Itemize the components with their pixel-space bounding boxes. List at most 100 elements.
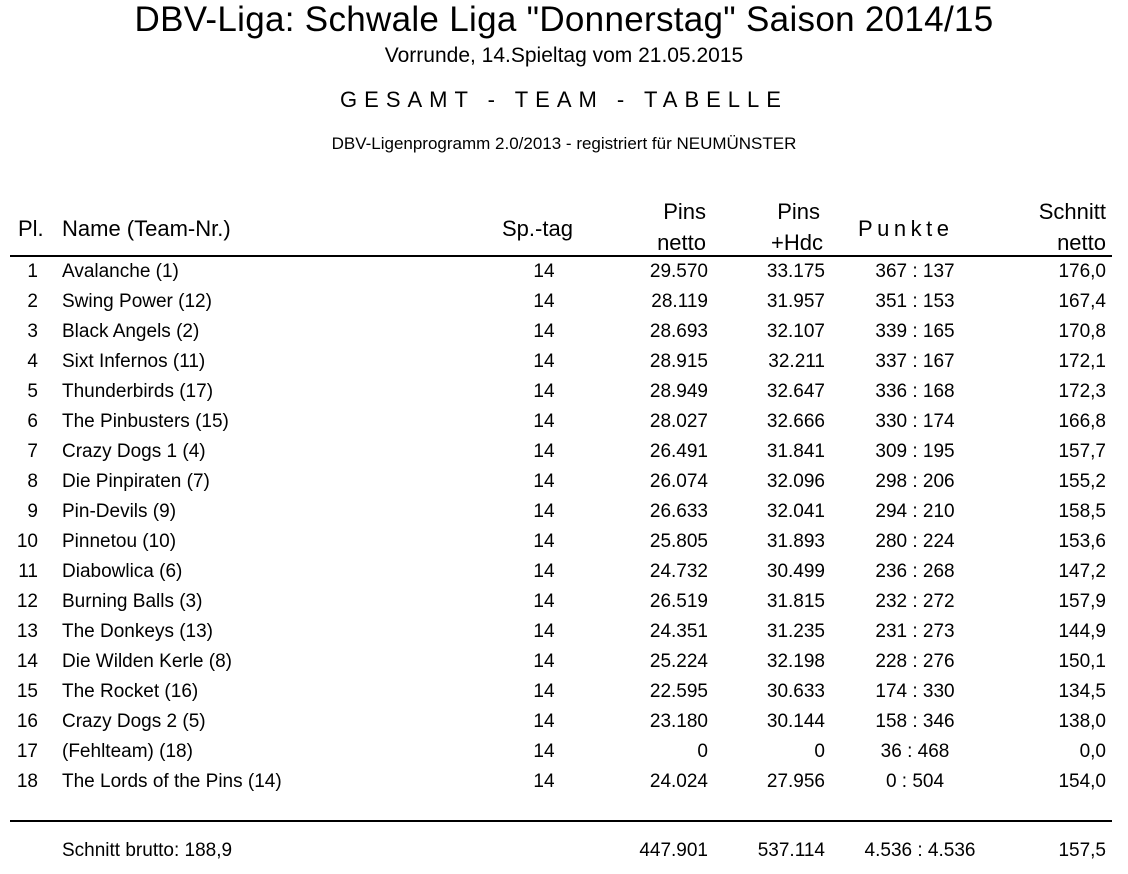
punkte-cell: 228 : 276 [875, 651, 955, 672]
team-name-cell: The Rocket (16) [62, 681, 199, 702]
table-row: 3 Black Angels (2) 14 28.693 32.107 339 : 165… [0, 317, 1128, 347]
header-punkte: Punkte [858, 216, 954, 241]
footer-divider [10, 820, 1112, 822]
team-name-cell: Crazy Dogs 1 (4) [62, 441, 206, 462]
spieltag-cell: 14 [533, 471, 555, 492]
schnitt-cell: 167,4 [1058, 291, 1106, 312]
team-name-cell: Sixt Infernos (11) [62, 351, 206, 372]
team-name-cell: The Lords of the Pins (14) [62, 771, 282, 792]
table-row: 5 Thunderbirds (17) 14 28.949 32.647 336 : 16… [0, 377, 1128, 407]
rank-cell: 12 [16, 591, 38, 612]
standings-table-body: 1 Avalanche (1) 14 29.570 33.175 367 : 137 176… [0, 257, 1128, 797]
spieltag-cell: 14 [533, 741, 555, 762]
header-pins-hdc-line2: +Hdc [771, 230, 823, 255]
table-row: 18 The Lords of the Pins (14) 14 24.024 27.9… [0, 767, 1128, 797]
pins-netto-cell: 26.633 [649, 501, 708, 522]
schnitt-cell: 155,2 [1058, 471, 1106, 492]
schnitt-cell: 134,5 [1058, 681, 1106, 702]
pins-netto-cell: 22.595 [649, 681, 708, 702]
team-name-cell: Black Angels (2) [62, 321, 200, 342]
pins-hdc-cell: 32.041 [766, 501, 825, 522]
team-name-cell: Swing Power (12) [62, 291, 212, 312]
spieltag-cell: 14 [533, 441, 555, 462]
rank-cell: 4 [27, 351, 38, 372]
spieltag-cell: 14 [533, 681, 555, 702]
program-info: DBV-Ligenprogramm 2.0/2013 - registriert… [331, 134, 797, 153]
footer-pins-netto: 447.901 [639, 840, 708, 861]
team-name-cell: The Donkeys (13) [62, 621, 214, 642]
schnitt-cell: 138,0 [1058, 711, 1106, 732]
team-name-cell: Diabowlica (6) [62, 561, 183, 582]
rank-cell: 14 [16, 651, 38, 672]
header-pins-hdc-line1: Pins [777, 199, 820, 224]
header-schnitt-line2: netto [1057, 230, 1106, 255]
schnitt-cell: 150,1 [1058, 651, 1106, 672]
pins-netto-cell: 26.074 [649, 471, 708, 492]
rank-cell: 13 [16, 621, 38, 642]
team-name-cell: Avalanche (1) [62, 261, 179, 282]
table-row: 4 Sixt Infernos (11) 14 28.915 32.211 337 : 1… [0, 347, 1128, 377]
rank-cell: 1 [27, 261, 38, 282]
pins-hdc-cell: 32.211 [768, 351, 825, 372]
pins-hdc-cell: 32.198 [766, 651, 825, 672]
footer-pins-hdc: 537.114 [757, 840, 825, 861]
punkte-cell: 236 : 268 [875, 561, 955, 582]
rank-cell: 3 [27, 321, 38, 342]
schnitt-cell: 172,3 [1058, 381, 1106, 402]
punkte-cell: 337 : 167 [875, 351, 955, 372]
pins-netto-cell: 28.119 [651, 291, 708, 312]
punkte-cell: 294 : 210 [875, 501, 955, 522]
table-row: 13 The Donkeys (13) 14 24.351 31.235 231 : 27… [0, 617, 1128, 647]
schnitt-cell: 157,9 [1058, 591, 1106, 612]
schnitt-cell: 158,5 [1058, 501, 1106, 522]
rank-cell: 9 [27, 501, 38, 522]
punkte-cell: 231 : 273 [875, 621, 955, 642]
footer-schnitt-brutto: Schnitt brutto: 188,9 [62, 840, 233, 861]
pins-netto-cell: 24.732 [649, 561, 708, 582]
spieltag-cell: 14 [533, 591, 555, 612]
table-row: 16 Crazy Dogs 2 (5) 14 23.180 30.144 158 : 34… [0, 707, 1128, 737]
table-row: 1 Avalanche (1) 14 29.570 33.175 367 : 137 176… [0, 257, 1128, 287]
spieltag-cell: 14 [533, 771, 555, 792]
spieltag-cell: 14 [533, 351, 555, 372]
pins-hdc-cell: 31.893 [766, 531, 825, 552]
rank-cell: 16 [16, 711, 38, 732]
pins-netto-cell: 28.693 [649, 321, 708, 342]
schnitt-cell: 166,8 [1058, 411, 1106, 432]
pins-hdc-cell: 32.107 [766, 321, 825, 342]
pins-hdc-cell: 31.957 [766, 291, 825, 312]
spieltag-cell: 14 [533, 381, 555, 402]
table-row: 14 Die Wilden Kerle (8) 14 25.224 32.198 228 … [0, 647, 1128, 677]
punkte-cell: 232 : 272 [875, 591, 955, 612]
spieltag-cell: 14 [533, 261, 555, 282]
pins-hdc-cell: 33.175 [766, 261, 825, 282]
table-row: 2 Swing Power (12) 14 28.119 31.957 351 : 153… [0, 287, 1128, 317]
pins-netto-cell: 25.805 [649, 531, 708, 552]
punkte-cell: 174 : 330 [875, 681, 955, 702]
page-title: DBV-Liga: Schwale Liga "Donnerstag" Sais… [134, 0, 994, 39]
punkte-cell: 309 : 195 [875, 441, 955, 462]
rank-cell: 2 [27, 291, 38, 312]
punkte-cell: 280 : 224 [875, 531, 955, 552]
punkte-cell: 158 : 346 [875, 711, 955, 732]
team-name-cell: The Pinbusters (15) [62, 411, 229, 432]
pins-netto-cell: 28.027 [649, 411, 708, 432]
punkte-cell: 367 : 137 [875, 261, 955, 282]
header-pins-netto-line1: Pins [663, 199, 706, 224]
schnitt-cell: 172,1 [1058, 351, 1106, 372]
pins-hdc-cell: 31.815 [766, 591, 825, 612]
pins-hdc-cell: 31.841 [766, 441, 825, 462]
spieltag-cell: 14 [533, 501, 555, 522]
schnitt-cell: 0,0 [1079, 741, 1106, 762]
schnitt-cell: 176,0 [1058, 261, 1106, 282]
pins-hdc-cell: 32.647 [766, 381, 825, 402]
spieltag-cell: 14 [533, 291, 555, 312]
table-row: 8 Die Pinpiraten (7) 14 26.074 32.096 298 : 2… [0, 467, 1128, 497]
table-row: 10 Pinnetou (10) 14 25.805 31.893 280 : 224 15… [0, 527, 1128, 557]
pins-netto-cell: 25.224 [649, 651, 708, 672]
pins-hdc-cell: 30.633 [766, 681, 825, 702]
header-divider [10, 255, 1112, 257]
spieltag-cell: 14 [533, 321, 555, 342]
section-title: GESAMT - TEAM - TABELLE [340, 87, 788, 112]
page-subtitle: Vorrunde, 14.Spieltag vom 21.05.2015 [384, 44, 744, 67]
